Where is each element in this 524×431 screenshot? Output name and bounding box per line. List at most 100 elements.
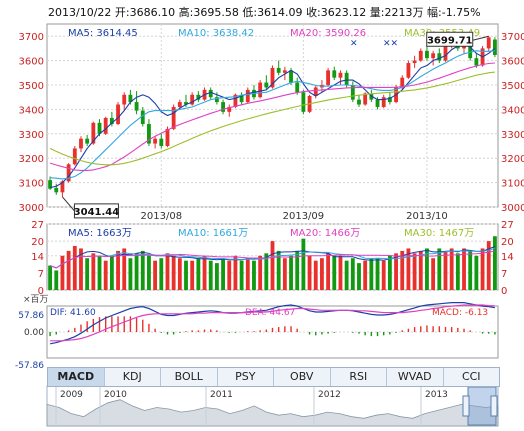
volume-bar [462, 248, 466, 290]
candle-body [214, 97, 219, 103]
volume-ma-line [49, 246, 496, 269]
info-change: -1.75% [441, 6, 481, 19]
candle-body [276, 67, 281, 73]
candle-body [233, 94, 238, 107]
candle-body [270, 67, 275, 88]
price-tick-left: 3500 [19, 81, 44, 92]
volume-bar [301, 238, 306, 290]
volume-bar [387, 255, 392, 290]
price-ma-line-ma10 [50, 50, 495, 180]
ohlc-info-bar: 2013/10/22 开:3686.10 高:3695.58 低:3614.09… [48, 4, 481, 20]
candle-body [227, 106, 232, 112]
info-close: 3623.12 [320, 6, 367, 19]
candle-body [122, 94, 127, 105]
candle-body [492, 39, 497, 55]
volume-bar [184, 260, 188, 290]
volume-bar [474, 255, 479, 290]
candle-body [363, 93, 368, 105]
volume-bar [276, 250, 281, 290]
volume-bar [116, 250, 120, 290]
navigator-year-label: 2010 [104, 390, 127, 400]
volume-bar [295, 250, 300, 290]
candle-body [357, 99, 361, 105]
candle-body [153, 138, 158, 144]
volume-bar [66, 250, 71, 290]
info-open-label: 开: [114, 6, 130, 19]
volume-legend-ma5: MA5: 1663万 [68, 228, 132, 239]
candle-body [387, 97, 392, 103]
volume-bar [350, 258, 355, 290]
volume-bar [381, 260, 386, 290]
tab-macd[interactable]: MACD [48, 368, 105, 386]
volume-bar [307, 255, 312, 290]
volume-bar [437, 248, 442, 290]
indicator-tabs: MACD KDJ BOLL PSY OBV RSI WVAD CCI [47, 367, 500, 387]
volume-bar [109, 255, 114, 290]
candle-body [48, 180, 53, 189]
volume-bar [103, 260, 108, 290]
candle-body [468, 43, 473, 59]
info-high: 3695.58 [193, 6, 239, 19]
volume-bar [140, 250, 145, 290]
volume-bar [264, 253, 269, 290]
price-tick-right: 3600 [501, 57, 524, 68]
event-marker: ✕ [350, 39, 358, 49]
price-tick-left: 3400 [19, 105, 44, 116]
volume-bar [153, 260, 158, 290]
annotation-leader [62, 196, 75, 212]
volume-legend-ma10: MA10: 1661万 [178, 228, 248, 239]
volume-tick-left: 27 [31, 220, 44, 231]
tab-wvad[interactable]: WVAD [387, 368, 444, 386]
price-tick-left: 3700 [19, 32, 44, 43]
volume-tick-left: 7 [38, 269, 44, 280]
candle-body [177, 102, 182, 107]
navigator-year-label: 2011 [210, 390, 233, 400]
candle-body [486, 37, 491, 49]
price-tick-left: 3300 [19, 130, 44, 141]
month-label: 2013/08 [141, 211, 183, 222]
volume-bar [91, 253, 96, 290]
tab-psy[interactable]: PSY [218, 368, 274, 386]
volume-bar [332, 255, 337, 290]
candle-body [412, 60, 417, 64]
volume-bar [147, 255, 151, 290]
candle-body [128, 94, 133, 103]
volume-bar [134, 253, 139, 290]
candle-body [332, 70, 337, 78]
navigator-handle[interactable] [462, 395, 470, 417]
macd-tick-left: 0.00 [24, 328, 44, 338]
candle-body [400, 77, 405, 88]
tab-kdj[interactable]: KDJ [105, 368, 161, 386]
price-tick-right: 3200 [501, 154, 524, 165]
volume-bar [233, 255, 238, 290]
price-tick-right: 3400 [501, 105, 524, 116]
candle-body [301, 92, 306, 112]
volume-bar [282, 258, 287, 290]
info-low: 3614.09 [257, 6, 303, 19]
tab-cci[interactable]: CCI [461, 370, 481, 383]
volume-bar [79, 248, 83, 290]
volume-bar [190, 260, 195, 290]
volume-tick-right: 20 [501, 237, 514, 248]
macd-line-dea [50, 304, 495, 342]
tab-boll[interactable]: BOLL [161, 368, 218, 386]
candle-body [97, 122, 102, 134]
month-label: 2013/09 [283, 211, 325, 222]
price-legend-ma10: MA10: 3638.42 [178, 28, 254, 39]
tab-obv[interactable]: OBV [274, 368, 331, 386]
price-legend-ma20: MA20: 3590.26 [290, 28, 366, 39]
volume-ma-line [49, 250, 495, 269]
macd-legend-macd: MACD: -6.13 [432, 308, 488, 318]
price-legend-ma5: MA5: 3614.45 [68, 28, 138, 39]
candle-body [165, 128, 170, 146]
volume-bar [122, 248, 127, 290]
tab-rsi[interactable]: RSI [331, 368, 387, 386]
candle-body [171, 106, 176, 129]
volume-bar [252, 260, 256, 290]
volume-legend-ma30: MA30: 1467万 [404, 228, 474, 239]
navigator-handle[interactable] [490, 395, 498, 417]
macd-tick-left: -57.86 [15, 361, 44, 371]
candle-body [85, 138, 90, 144]
